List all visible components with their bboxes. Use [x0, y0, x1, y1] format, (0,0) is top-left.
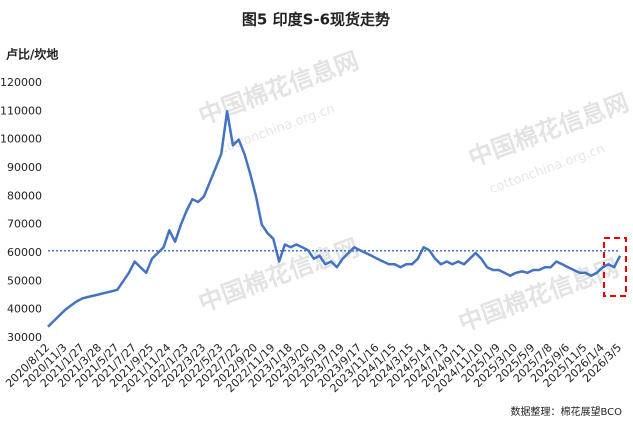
y-tick-label: 70000 [7, 218, 42, 231]
y-tick-label: 110000 [0, 104, 42, 117]
y-tick-label: 90000 [7, 161, 42, 174]
watermark: 中国棉花信息网 [195, 233, 362, 317]
y-tick-label: 80000 [7, 189, 42, 202]
y-axis-label: 卢比/坎地 [6, 47, 58, 62]
y-tick-label: 30000 [7, 331, 42, 344]
watermark: 中国棉花信息网 [455, 253, 622, 337]
y-tick-label: 40000 [7, 303, 42, 316]
watermarks: 中国棉花信息网 cottonchina.org.cn 中国棉花信息网 cotto… [195, 46, 632, 337]
y-tick-label: 120000 [0, 76, 42, 89]
source: 数据整理：棉花展望BCO [510, 405, 622, 418]
watermark: 中国棉花信息网 [195, 46, 362, 130]
chart-title: 图5 印度S-6现货走势 [242, 11, 390, 29]
data-line [47, 110, 622, 328]
y-tick-label: 50000 [7, 274, 42, 287]
y-tick-label: 100000 [0, 133, 42, 146]
y-tick-label: 60000 [7, 246, 42, 259]
